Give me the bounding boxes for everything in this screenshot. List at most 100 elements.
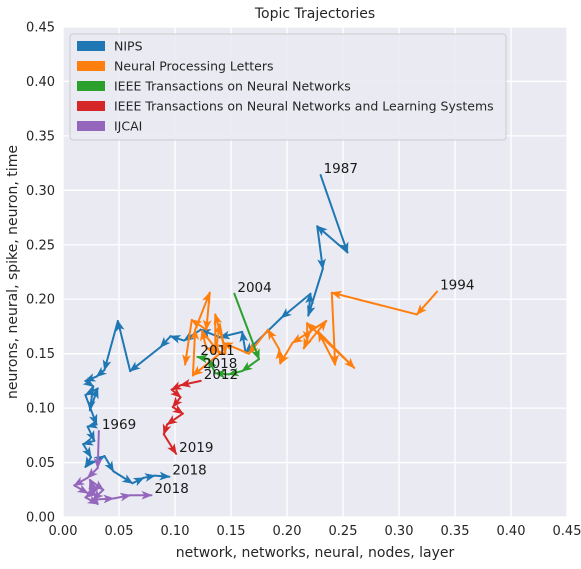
- trajectory-arrow: [218, 323, 228, 355]
- year-annotation: 1969: [102, 417, 136, 433]
- trajectory-arrow: [196, 354, 210, 364]
- trajectory-arrow: [93, 429, 103, 470]
- tick-labels: 0.00 0.05 0.10 0.15 0.20 0.25 0.30 0.35 0.40 0.45…: [26, 21, 581, 540]
- year-annotation: 1987: [324, 161, 358, 177]
- x-tick-label: 0.45: [553, 524, 581, 539]
- y-tick-label: 0.45: [26, 21, 55, 36]
- year-annotation: 2018: [172, 463, 206, 479]
- x-tick-label: 0.05: [105, 524, 134, 539]
- y-tick-label: 0.15: [26, 347, 55, 362]
- trajectory-arrow: [84, 386, 99, 397]
- trajectory-arrow: [207, 358, 217, 375]
- trajectory-arrow: [88, 387, 99, 412]
- trajectory-arrow: [171, 404, 184, 415]
- trajectory-arrow: [307, 267, 324, 317]
- trajectory-arrow: [218, 330, 244, 340]
- trajectory-arrow: [82, 437, 96, 446]
- trajectory-arrow: [316, 225, 349, 254]
- chart-title: Topic Trajectories: [254, 6, 375, 22]
- legend-swatch: [77, 41, 105, 51]
- y-tick-label: 0.25: [26, 238, 55, 253]
- trajectory-arrow: [227, 367, 244, 377]
- trajectory-arrow: [170, 387, 182, 399]
- legend-swatch: [77, 81, 105, 91]
- x-axis-label: network, networks, neural, nodes, layer: [176, 545, 455, 561]
- trajectory-arrow: [159, 335, 172, 349]
- legend-entry: IEEE Transactions on Neural Networks and…: [114, 99, 494, 114]
- trajectory-arrow: [166, 412, 184, 426]
- legend-entry: NIPS: [114, 39, 143, 54]
- trajectory-arrow: [112, 470, 134, 485]
- trajectory-arrow: [291, 320, 328, 344]
- trajectory-arrow: [306, 322, 356, 369]
- y-tick-label: 0.35: [26, 129, 55, 144]
- trajectory-arrow: [84, 394, 98, 426]
- y-tick-label: 0.40: [26, 75, 55, 90]
- x-tick-label: 0.20: [273, 524, 302, 539]
- trajectory-arrow: [115, 319, 132, 373]
- trajectory-arrow: [86, 467, 99, 479]
- trajectory-arrow: [200, 329, 209, 350]
- trajectory-arrow: [415, 290, 439, 316]
- legend-box: [69, 33, 507, 141]
- x-tick-label: 0.25: [329, 524, 358, 539]
- year-annotation: 1994: [440, 278, 474, 294]
- trajectory-arrow: [169, 335, 185, 344]
- trajectory-arrow: [162, 433, 178, 455]
- year-annotation: 2011: [200, 343, 234, 359]
- trajectory-arrow: [280, 292, 312, 319]
- y-tick-label: 0.30: [26, 184, 55, 199]
- trajectory-arrow: [182, 318, 193, 366]
- legend-swatch: [77, 101, 105, 111]
- year-annotation: 2012: [204, 367, 238, 383]
- trajectory-arrow: [88, 478, 105, 491]
- legend: NIPS Neural Processing Letters IEEE Transa…: [69, 33, 507, 141]
- trajectory-arrow: [112, 492, 132, 502]
- trajectory-arrow: [316, 225, 326, 270]
- y-axis-label: neurons, neural, spike, neuron, time: [5, 145, 21, 399]
- trajectory-arrow: [84, 495, 99, 505]
- trajectory-arrow: [142, 473, 156, 482]
- legend-entry: IEEE Transactions on Neural Networks: [114, 79, 351, 94]
- year-annotation: 2018: [154, 481, 188, 497]
- trajectory-arrow: [239, 330, 249, 354]
- trajectory-arrow: [179, 378, 202, 388]
- y-tick-label: 0.00: [26, 511, 55, 526]
- trajectory-arrow: [275, 348, 285, 365]
- trajectory-arrow: [266, 328, 281, 351]
- series-trajectory: [82, 174, 349, 487]
- series-trajectory: [73, 429, 153, 505]
- trajectory-arrow: [191, 352, 221, 377]
- series-layer: [73, 174, 439, 505]
- trajectory-arrow: [153, 471, 171, 481]
- series-trajectory: [182, 290, 439, 377]
- trajectory-arrow: [131, 476, 145, 487]
- trajectory-arrow: [302, 320, 328, 350]
- trajectory-arrow: [103, 455, 115, 473]
- trajectory-arrow: [305, 292, 314, 317]
- trajectory-arrow: [162, 423, 172, 436]
- trajectory-arrow: [330, 291, 340, 366]
- annotation-layer: 1987 2018 1994 2004 2011 2012 2019 1969 2018 2018: [102, 161, 475, 497]
- year-annotation: 2018: [203, 356, 237, 372]
- trajectory-arrow: [214, 369, 230, 379]
- y-tick-label: 0.20: [26, 293, 55, 308]
- trajectory-arrow: [319, 174, 349, 254]
- x-tick-label: 0.10: [161, 524, 190, 539]
- trajectory-arrow: [241, 358, 260, 373]
- trajectory-arrow: [92, 494, 115, 504]
- x-tick-label: 0.00: [49, 524, 78, 539]
- trajectory-arrow: [82, 443, 92, 459]
- legend-swatch: [77, 61, 105, 71]
- trajectory-arrow: [95, 366, 108, 378]
- legend-entry: IJCAI: [114, 119, 142, 134]
- trajectory-arrow: [279, 341, 294, 365]
- x-tick-label: 0.30: [385, 524, 414, 539]
- series-trajectory: [162, 378, 202, 455]
- trajectory-arrow: [82, 377, 95, 388]
- trajectory-arrow: [233, 292, 260, 361]
- trajectory-arrow: [200, 329, 221, 355]
- legend-entry: Neural Processing Letters: [114, 59, 274, 74]
- y-tick-label: 0.10: [26, 402, 55, 417]
